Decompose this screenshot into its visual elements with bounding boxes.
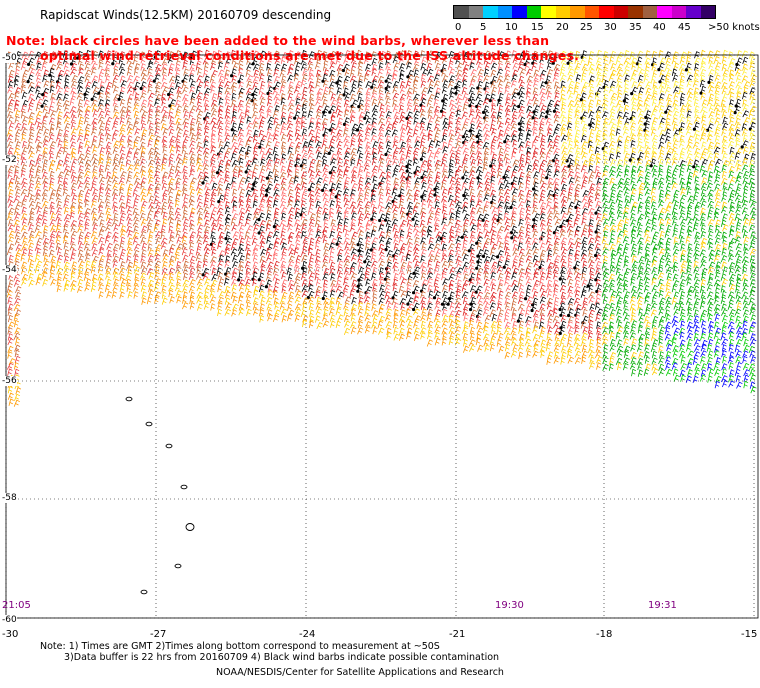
map-title: Rapidscat Winds(12.5KM) 20160709 descend… — [40, 8, 332, 22]
lon-label-21: -21 — [449, 629, 466, 640]
time-label-1930: 19:30 — [495, 600, 524, 611]
legend-swatch — [541, 6, 556, 18]
legend-labels: 0 5 10 15 20 25 30 35 40 45 >50 knots — [453, 22, 760, 36]
wind-barbs-layer — [6, 49, 757, 407]
time-label-1931: 19:31 — [648, 600, 677, 611]
legend-label: 0 — [455, 22, 462, 33]
island-outline — [174, 563, 182, 569]
legend-swatch — [497, 6, 512, 18]
lat-label-52: -52 — [2, 155, 17, 165]
lat-label-56: -56 — [2, 376, 17, 386]
legend-label: 25 — [580, 22, 593, 33]
legend-label: 20 — [556, 22, 569, 33]
legend-label: 45 — [678, 22, 691, 33]
lon-label-27: -27 — [150, 629, 167, 640]
legend-swatch — [454, 6, 469, 18]
legend-swatch — [584, 6, 599, 18]
lon-label-24: -24 — [299, 629, 316, 640]
legend-swatch — [512, 6, 527, 18]
lat-label-54: -54 — [2, 265, 17, 275]
legend-swatch — [483, 6, 498, 18]
legend-swatch — [570, 6, 585, 18]
footer-credit: NOAA/NESDIS/Center for Satellite Applica… — [216, 667, 504, 678]
lat-label-58: -58 — [2, 493, 17, 503]
island-outline — [165, 443, 173, 449]
legend-swatch — [555, 6, 570, 18]
legend-label: >50 knots — [708, 22, 760, 33]
legend-label: 30 — [604, 22, 617, 33]
contamination-note-line1: Note: black circles have been added to t… — [6, 33, 550, 48]
island-outlines — [125, 396, 195, 595]
legend-swatch — [613, 6, 628, 18]
island-outline — [185, 523, 195, 531]
legend-swatch — [599, 6, 614, 18]
legend-label: 10 — [505, 22, 518, 33]
legend-color-bar — [453, 5, 716, 19]
legend-swatch — [468, 6, 483, 18]
legend-swatch — [700, 6, 715, 18]
legend-swatch — [628, 6, 643, 18]
lon-label-18: -18 — [596, 629, 613, 640]
legend-swatch — [642, 6, 657, 18]
legend-label: 35 — [629, 22, 642, 33]
legend-swatch — [686, 6, 701, 18]
lon-label-30: -30 — [2, 629, 19, 640]
island-outline — [180, 484, 188, 490]
time-label-2105: 21:05 — [2, 600, 31, 611]
footer-note-line2: 3)Data buffer is 22 hrs from 20160709 4)… — [64, 652, 500, 663]
map-frame — [5, 54, 759, 619]
legend-swatch — [526, 6, 541, 18]
lat-label-50: -50 — [2, 53, 17, 63]
legend-swatch — [671, 6, 686, 18]
wind-speed-legend: 0 5 10 15 20 25 30 35 40 45 >50 knots — [453, 5, 760, 35]
footer-note-line1: Note: 1) Times are GMT 2)Times along bot… — [40, 641, 440, 652]
legend-label: 5 — [480, 22, 487, 33]
lon-label-15: -15 — [741, 629, 758, 640]
contamination-note-line2: optimal wind retrieval conditions are me… — [40, 48, 580, 63]
island-outline — [125, 396, 133, 402]
legend-label: 15 — [531, 22, 544, 33]
island-outline — [140, 589, 148, 595]
island-outline — [145, 421, 153, 427]
legend-swatch — [657, 6, 672, 18]
legend-label: 40 — [653, 22, 666, 33]
lat-label-60: -60 — [2, 615, 17, 625]
